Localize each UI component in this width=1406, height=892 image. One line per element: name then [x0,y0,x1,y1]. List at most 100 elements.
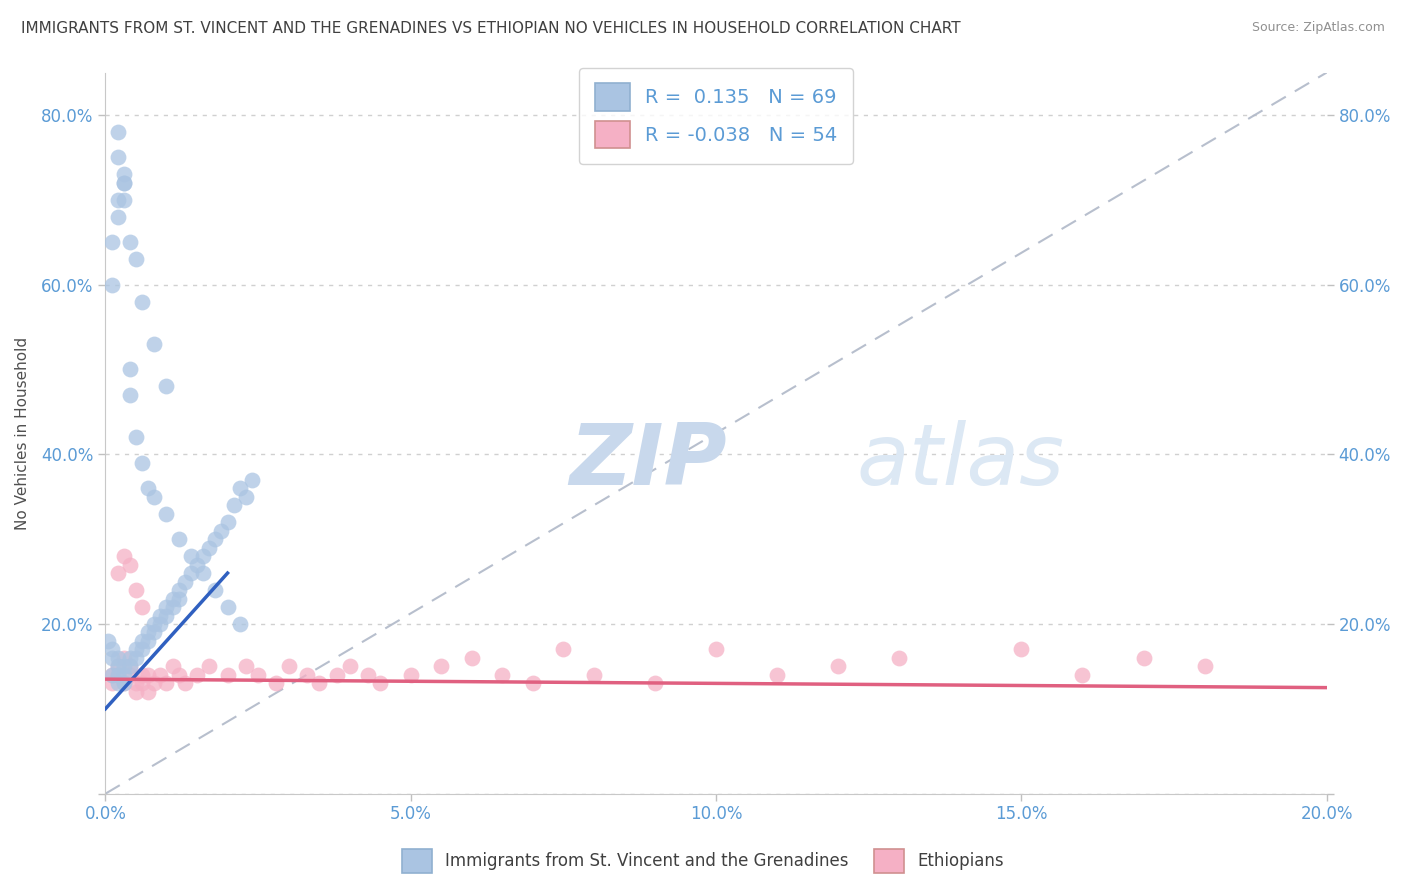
Point [173,574,195,589]
Point [162,591,184,606]
Point [131,634,153,648]
Point [491,668,513,682]
Point [229,617,252,632]
Text: atlas: atlas [856,420,1064,503]
Point [461,651,484,665]
Point [143,676,166,690]
Point [112,193,135,207]
Point [100,668,122,682]
Point [222,498,245,512]
Point [522,676,544,690]
Point [125,642,148,657]
Point [368,676,391,690]
Point [766,668,789,682]
Point [143,617,166,632]
Point [229,481,252,495]
Point [118,362,141,376]
Point [107,193,129,207]
Point [247,668,270,682]
Point [107,668,129,682]
Point [186,668,208,682]
Point [180,549,202,563]
Legend: Immigrants from St. Vincent and the Grenadines, Ethiopians: Immigrants from St. Vincent and the Gren… [395,842,1011,880]
Point [167,583,190,598]
Point [235,490,257,504]
Point [191,566,214,580]
Point [136,668,159,682]
Point [107,659,129,673]
Point [112,659,135,673]
Point [155,600,177,615]
Point [553,642,575,657]
Point [112,676,135,690]
Point [118,659,141,673]
Point [107,566,129,580]
Point [125,676,148,690]
Point [1010,642,1032,657]
Point [118,668,141,682]
Point [112,668,135,682]
Point [357,668,380,682]
Point [125,651,148,665]
Point [198,659,221,673]
Text: ZIP: ZIP [569,420,727,503]
Point [107,659,129,673]
Point [173,676,195,690]
Point [827,659,849,673]
Point [143,625,166,640]
Point [112,651,135,665]
Point [100,668,122,682]
Point [149,608,172,623]
Point [399,668,422,682]
Point [217,515,239,529]
Point [107,668,129,682]
Point [131,294,153,309]
Point [100,642,122,657]
Point [295,668,318,682]
Point [131,668,153,682]
Point [889,651,911,665]
Point [118,558,141,572]
Point [209,524,232,538]
Point [277,659,299,673]
Point [155,608,177,623]
Point [149,617,172,632]
Point [167,591,190,606]
Point [155,379,177,393]
Point [125,583,148,598]
Point [107,676,129,690]
Point [204,583,226,598]
Point [131,600,153,615]
Point [118,651,141,665]
Point [191,549,214,563]
Legend: R =  0.135   N = 69, R = -0.038   N = 54: R = 0.135 N = 69, R = -0.038 N = 54 [579,68,853,164]
Point [1194,659,1216,673]
Point [326,668,349,682]
Point [162,659,184,673]
Point [155,676,177,690]
Point [198,541,221,555]
Point [266,676,288,690]
Point [125,252,148,267]
Point [136,481,159,495]
Point [112,176,135,190]
Point [112,176,135,190]
Point [112,167,135,181]
Point [143,337,166,351]
Point [118,388,141,402]
Point [125,430,148,444]
Point [131,456,153,470]
Point [204,532,226,546]
Point [186,558,208,572]
Point [235,659,257,673]
Point [240,473,263,487]
Point [430,659,453,673]
Point [112,549,135,563]
Point [97,634,120,648]
Point [131,642,153,657]
Text: Source: ZipAtlas.com: Source: ZipAtlas.com [1251,21,1385,34]
Point [100,676,122,690]
Point [143,490,166,504]
Point [162,600,184,615]
Point [100,235,122,250]
